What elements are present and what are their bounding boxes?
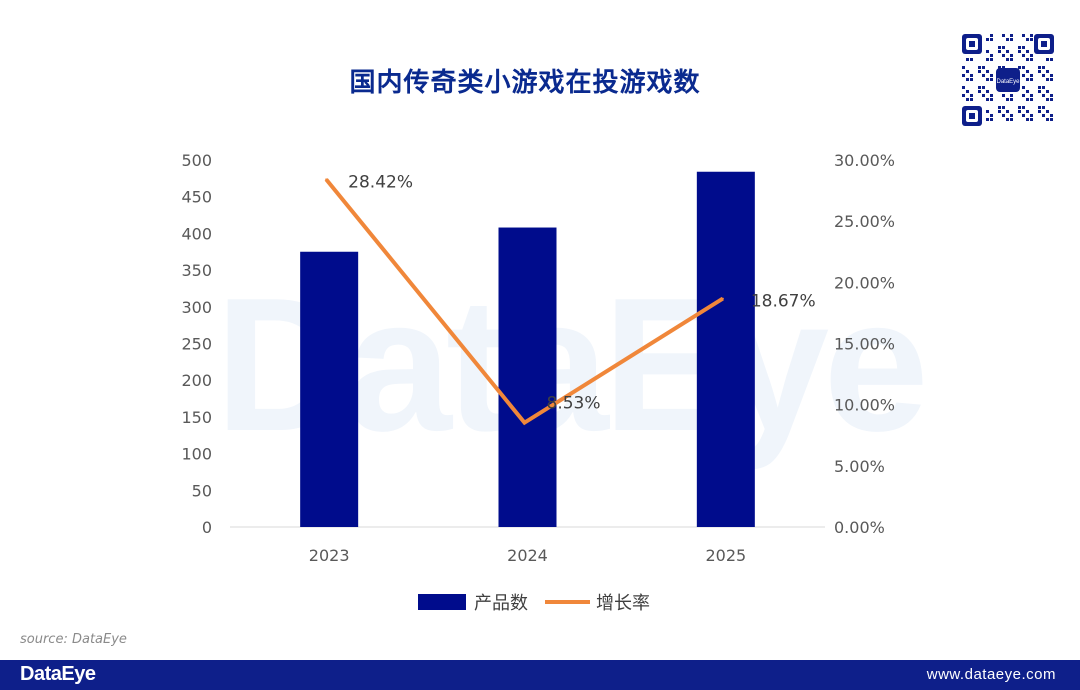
y-right-tick: 10.00% <box>834 396 895 415</box>
y-right-tick: 25.00% <box>834 212 895 231</box>
bar <box>696 171 755 527</box>
bar <box>300 251 359 527</box>
growth-rate-data-label: 8.53% <box>547 394 601 414</box>
source-note: source: DataEye <box>20 632 127 647</box>
qr-center-label: DataEye <box>996 79 1020 85</box>
growth-rate-point <box>523 421 526 424</box>
y-left-tick: 200 <box>181 371 212 390</box>
y-left-tick: 50 <box>192 481 212 500</box>
growth-rate-point <box>325 178 328 181</box>
y-left-tick: 300 <box>181 298 212 317</box>
footer-bar: DataEye www.dataeye.com <box>0 660 1080 690</box>
y-right-tick: 20.00% <box>834 273 895 292</box>
legend-bar-label: 产品数 <box>474 593 528 614</box>
y-right-tick: 0.00% <box>834 518 885 537</box>
x-tick-label: 2024 <box>507 546 548 565</box>
y-left-tick: 100 <box>181 445 212 464</box>
y-left-tick: 0 <box>202 518 212 537</box>
y-left-tick: 400 <box>181 224 212 243</box>
y-left-tick: 450 <box>181 188 212 207</box>
chart: 0 50 100 150 200 250 300 350 400 450 500 0.00% 5.00%… <box>181 151 895 614</box>
x-tick-label: 2025 <box>705 546 746 565</box>
y-right-tick: 5.00% <box>834 457 885 476</box>
growth-rate-point <box>721 297 724 300</box>
legend-bar-swatch <box>418 594 466 610</box>
y-right-tick: 15.00% <box>834 335 895 354</box>
footer-logo: DataEye <box>20 663 96 685</box>
qr-code-icon: DataEye <box>960 32 1056 128</box>
footer-url: www.dataeye.com <box>926 666 1056 683</box>
bar <box>498 227 557 527</box>
y-left-tick: 350 <box>181 261 212 280</box>
growth-rate-data-label: 28.42% <box>348 172 413 192</box>
y-left-tick: 150 <box>181 408 212 427</box>
y-right-tick: 30.00% <box>834 151 895 170</box>
chart-title: 国内传奇类小游戏在投游戏数 <box>349 68 701 98</box>
growth-rate-data-label: 18.67% <box>751 292 816 312</box>
y-left-tick: 250 <box>181 335 212 354</box>
y-left-tick: 500 <box>181 151 212 170</box>
x-tick-label: 2023 <box>309 546 350 565</box>
legend-line-label: 增长率 <box>596 593 650 614</box>
